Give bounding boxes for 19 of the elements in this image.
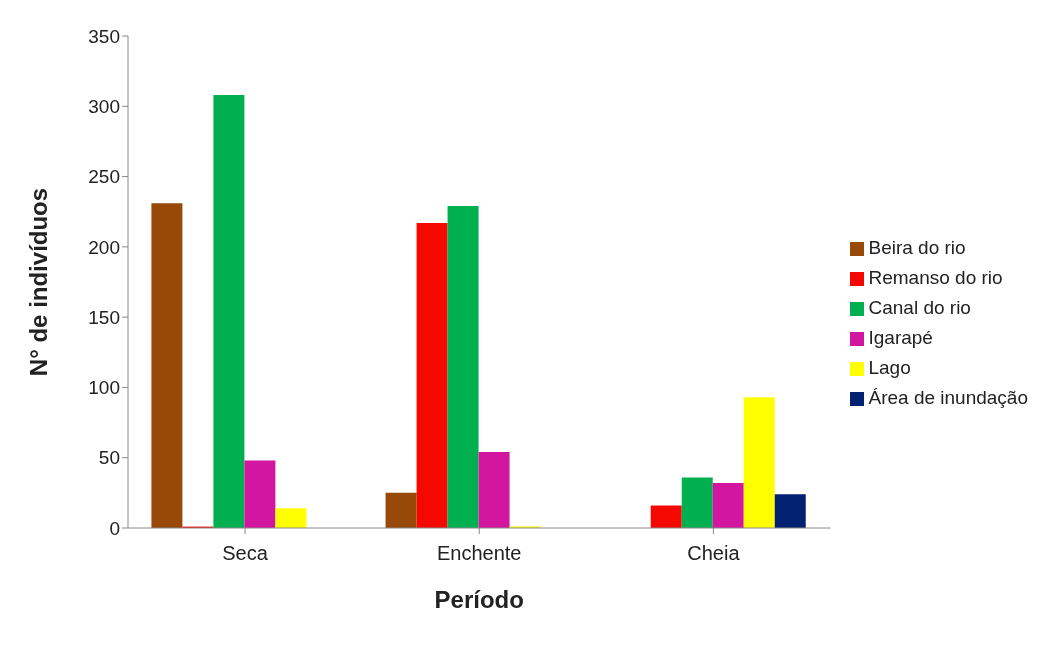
legend-label: Remanso do rio bbox=[868, 267, 1003, 288]
legend-label: Área de inundação bbox=[868, 387, 1028, 408]
legend-label: Canal do rio bbox=[868, 297, 971, 318]
legend-label: Igarapé bbox=[868, 327, 933, 348]
x-axis-title: Período bbox=[434, 586, 524, 613]
legend-label: Lago bbox=[868, 357, 911, 378]
y-tick-label: 200 bbox=[88, 236, 120, 258]
y-tick-label: 50 bbox=[98, 447, 120, 469]
y-tick-label: 300 bbox=[88, 96, 120, 118]
y-tick-label: 150 bbox=[88, 306, 120, 328]
y-tick-label: 0 bbox=[109, 517, 120, 539]
x-tick-label: Cheia bbox=[687, 542, 741, 565]
y-tick-label: 100 bbox=[88, 377, 120, 399]
x-tick-label: Enchente bbox=[436, 542, 522, 565]
y-tick-label: 350 bbox=[88, 25, 120, 47]
y-axis-title: N° de indivíduos bbox=[24, 187, 52, 377]
legend-label: Beira do rio bbox=[868, 237, 966, 258]
x-tick-label: Seca bbox=[222, 542, 269, 565]
y-tick-label: 250 bbox=[88, 166, 120, 188]
